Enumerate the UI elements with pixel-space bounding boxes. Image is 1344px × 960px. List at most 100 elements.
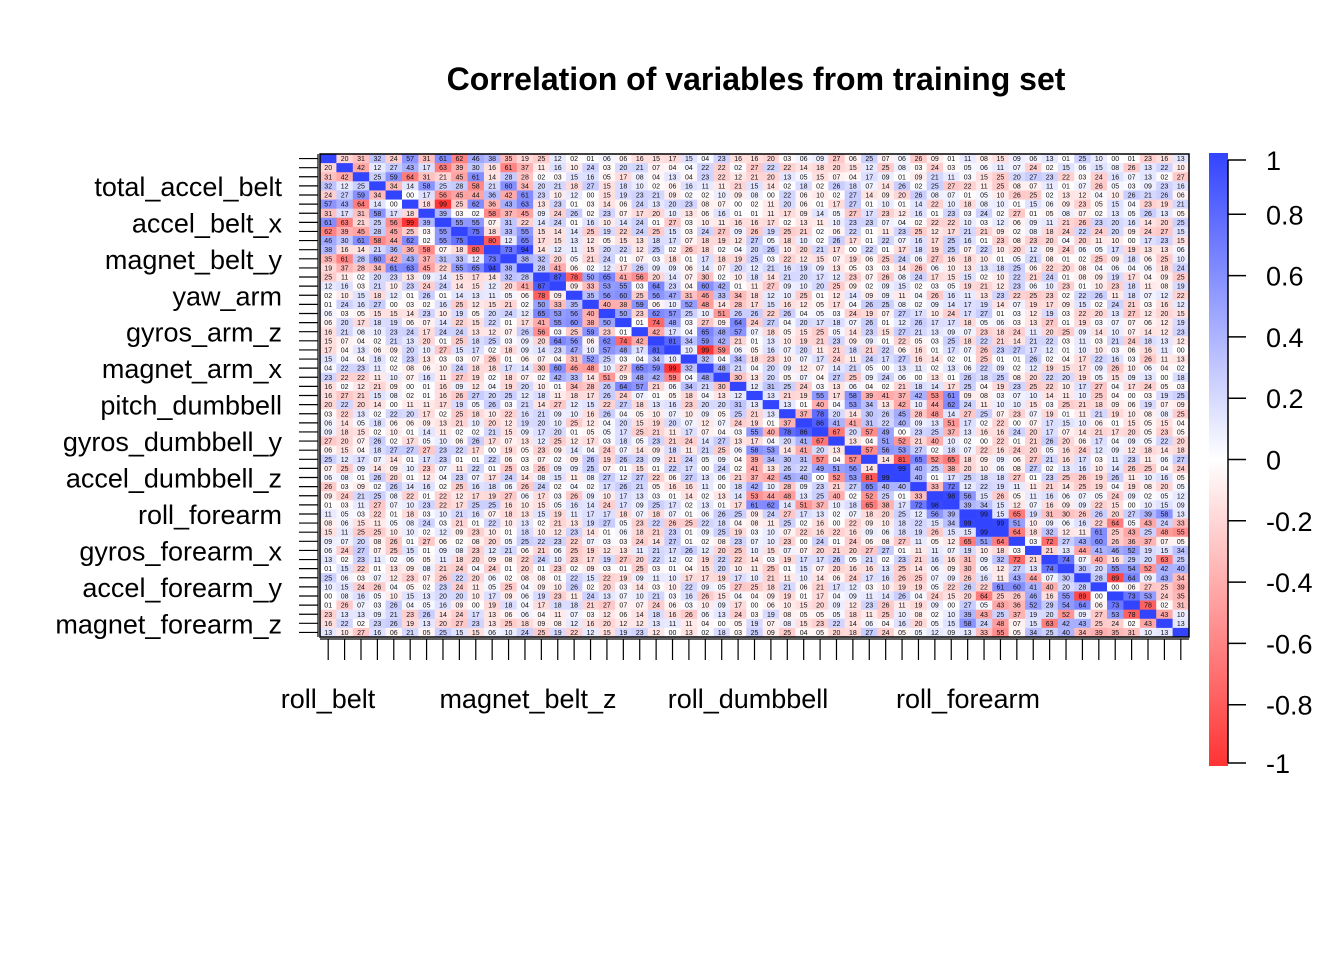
heatmap-cell [943, 472, 960, 483]
heatmap-cell [401, 500, 419, 510]
cell-value-label: 43 [505, 202, 513, 209]
heatmap-cell [647, 418, 665, 428]
cell-value-label: 34 [570, 384, 578, 391]
cell-value-label: 10 [734, 275, 742, 282]
cell-value-label: 20 [816, 284, 824, 291]
cell-value-label: 08 [1161, 411, 1169, 418]
cell-value-label: 42 [898, 402, 906, 409]
heatmap-cell [713, 390, 731, 401]
heatmap-cell [1041, 545, 1059, 556]
heatmap-cell [369, 491, 386, 501]
cell-value-label: 15 [587, 247, 595, 254]
heatmap-cell [1139, 272, 1157, 282]
heatmap-cell [352, 299, 370, 310]
cell-value-label: 04 [1144, 275, 1152, 282]
cell-value-label: 26 [472, 439, 480, 446]
heatmap-cell [565, 582, 583, 592]
cell-value-label: 11 [1030, 493, 1037, 500]
cell-value-label: 48 [701, 375, 709, 382]
heatmap-cell [1074, 281, 1092, 292]
heatmap-cell [1139, 208, 1157, 219]
cell-value-label: 06 [800, 156, 808, 163]
cell-value-label: 16 [669, 484, 677, 491]
cell-value-label: 05 [472, 311, 480, 318]
heatmap-cell [697, 445, 714, 456]
heatmap-cell [762, 482, 780, 492]
cell-value-label: 25 [537, 156, 545, 163]
cell-value-label: 03 [587, 202, 595, 209]
cell-value-label: 23 [816, 484, 824, 491]
heatmap-cell [664, 445, 682, 456]
heatmap-cell [647, 454, 665, 465]
heatmap-cell [434, 409, 452, 419]
heatmap-cell [631, 545, 649, 556]
heatmap-cell [811, 336, 829, 346]
cell-value-label: 01 [472, 521, 480, 528]
cell-value-label: 30 [865, 411, 873, 418]
heatmap-cell [1025, 263, 1042, 273]
cell-value-label: 33 [1177, 521, 1185, 528]
cell-value-label: 24 [1177, 466, 1185, 473]
heatmap-cell [680, 527, 698, 538]
heatmap-cell [451, 299, 468, 310]
cell-value-label: 16 [685, 183, 693, 190]
heatmap-cell [631, 181, 649, 191]
cell-value-label: 26 [964, 375, 972, 382]
heatmap-cell [549, 463, 567, 474]
cell-value-label: 27 [373, 502, 381, 509]
heatmap-cell [779, 354, 796, 365]
cell-value-label: 24 [849, 311, 857, 318]
heatmap-cell [680, 463, 698, 474]
heatmap-cell [1172, 463, 1190, 474]
cell-value-label: 55 [816, 393, 824, 400]
heatmap-cell [467, 336, 485, 346]
cell-value-label: 19 [718, 238, 726, 245]
cell-value-label: 26 [1161, 193, 1169, 200]
cell-value-label: 15 [324, 357, 332, 364]
heatmap-cell [385, 409, 403, 419]
cell-value-label: 39 [439, 211, 447, 218]
cell-value-label: 26 [570, 493, 578, 500]
heatmap-cell [1090, 163, 1108, 173]
cell-value-label: 62 [652, 311, 660, 318]
cell-value-label: 41 [537, 320, 545, 327]
cell-value-label: 17 [947, 347, 955, 354]
cell-value-label: 02 [1144, 493, 1152, 500]
heatmap-cell [1107, 226, 1124, 237]
cell-value-label: 22 [619, 229, 627, 236]
heatmap-cell [762, 226, 780, 237]
cell-value-label: 26 [1111, 366, 1119, 373]
cell-value-label: 16 [734, 220, 742, 227]
heatmap-cell [320, 299, 337, 310]
cell-value-label: 28 [505, 174, 513, 181]
cell-value-label: 35 [570, 302, 578, 309]
heatmap-cell [1057, 482, 1075, 492]
cell-value-label: 09 [1095, 275, 1103, 282]
heatmap-cell [959, 409, 977, 419]
heatmap-cell [959, 509, 977, 519]
cell-value-label: 62 [324, 229, 332, 236]
cell-value-label: 04 [357, 448, 365, 455]
heatmap-cell [320, 199, 337, 210]
cell-value-label: 08 [898, 302, 906, 309]
heatmap-cell [516, 354, 534, 365]
cell-value-label: 27 [423, 448, 431, 455]
cell-value-label: 27 [898, 357, 906, 364]
heatmap-cell [483, 445, 501, 456]
cell-value-label: 60 [701, 284, 709, 291]
cell-value-label: 41 [833, 420, 841, 427]
heatmap-cell [926, 463, 944, 474]
cell-value-label: 22 [521, 220, 529, 227]
heatmap-cell [664, 172, 682, 182]
cell-value-label: 01 [603, 530, 611, 537]
heatmap-cell [1123, 363, 1141, 374]
cell-value-label: 64 [406, 174, 414, 181]
heatmap-cell [861, 199, 878, 210]
heatmap-cell [1172, 208, 1190, 219]
heatmap-cell [975, 500, 993, 510]
heatmap-cell [1139, 554, 1157, 565]
heatmap-cell [647, 509, 665, 519]
heatmap-cell [877, 527, 895, 538]
heatmap-cell [352, 527, 370, 538]
cell-value-label: 22 [718, 174, 726, 181]
